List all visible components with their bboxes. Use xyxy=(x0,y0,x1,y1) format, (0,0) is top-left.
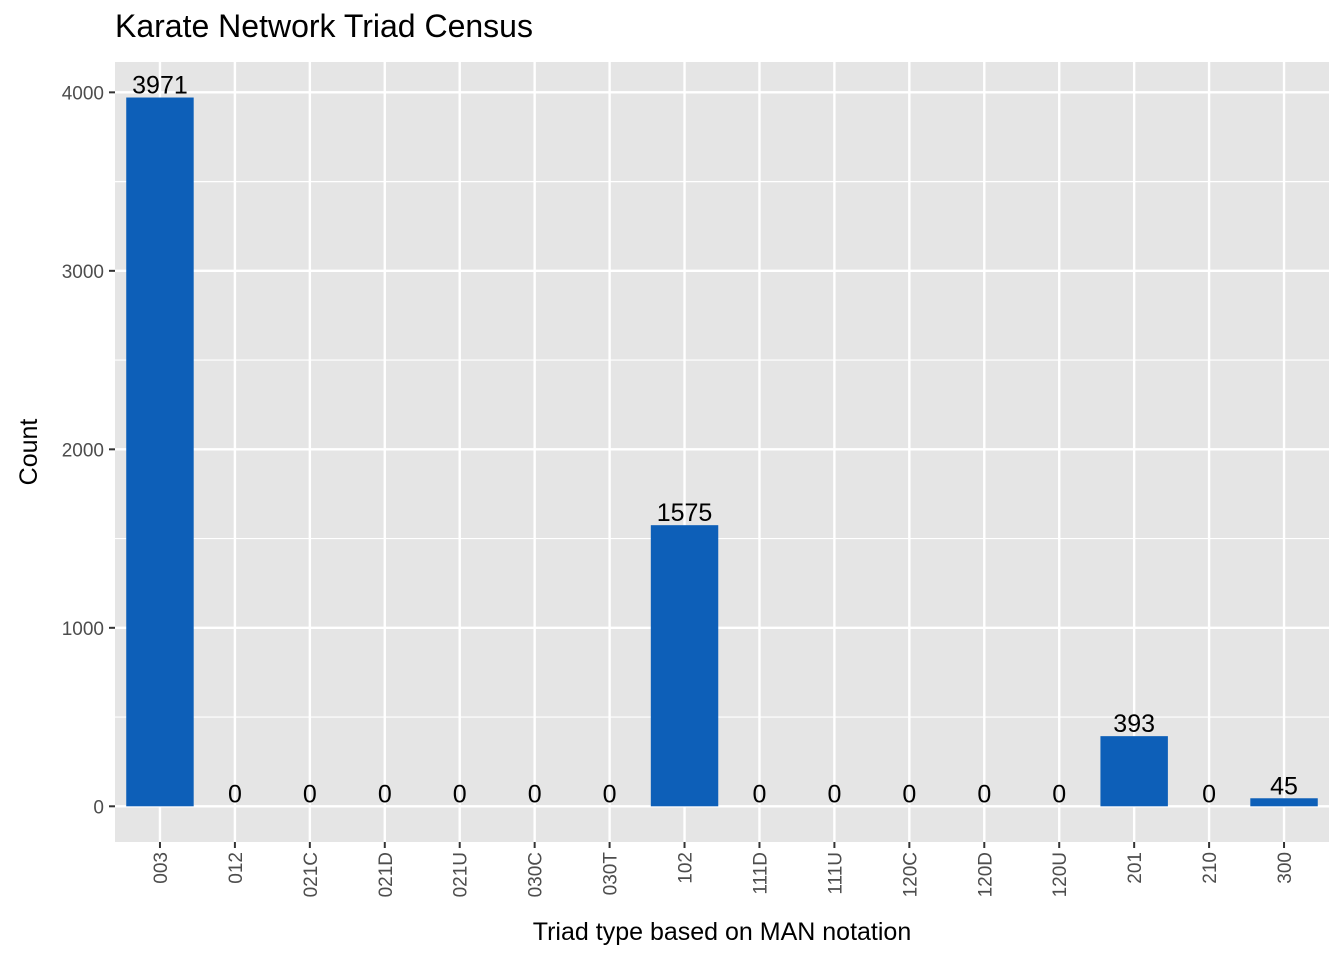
minor-gridlines xyxy=(115,180,1329,718)
y-tick-label: 1000 xyxy=(62,619,104,640)
value-label-030T: 0 xyxy=(603,780,617,808)
value-label-030C: 0 xyxy=(528,780,542,808)
x-tick-label: 021C xyxy=(301,852,322,897)
value-label-201: 393 xyxy=(1113,710,1155,738)
x-tick-label: 030C xyxy=(526,852,547,897)
x-tick-label: 111D xyxy=(750,852,771,895)
value-labels-group: 3971 0 0 0 0 0 0 1575 0 0 0 0 0 393 0 45 xyxy=(132,72,1298,809)
x-tick-label: 210 xyxy=(1200,852,1221,884)
value-label-021C: 0 xyxy=(303,780,317,808)
value-label-120C: 0 xyxy=(902,780,916,808)
bar-300 xyxy=(1250,798,1318,807)
x-tick-label: 120U xyxy=(1050,852,1071,897)
y-tick-label: 2000 xyxy=(62,440,104,461)
y-tick-label: 3000 xyxy=(62,262,104,283)
bars-group xyxy=(126,97,1318,807)
value-label-021D: 0 xyxy=(378,780,392,808)
plot-panel xyxy=(115,62,1329,842)
x-tick-label: 111U xyxy=(825,852,846,895)
value-label-210: 0 xyxy=(1202,780,1216,808)
value-label-111U: 0 xyxy=(827,780,841,808)
value-label-012: 0 xyxy=(228,780,242,808)
x-axis-title: Triad type based on MAN notation xyxy=(533,918,911,946)
value-label-120D: 0 xyxy=(977,780,991,808)
x-tick-label: 003 xyxy=(151,852,172,884)
x-tick-label: 120C xyxy=(900,852,921,897)
value-label-111D: 0 xyxy=(753,780,767,808)
x-tick-label: 012 xyxy=(226,852,247,884)
y-axis-title: Count xyxy=(15,419,43,486)
value-label-021U: 0 xyxy=(453,780,467,808)
x-axis: 003 012 021C 021D 021U 030C 030T 102 111D 111U 120… xyxy=(151,842,1296,897)
x-tick-label: 030T xyxy=(601,852,622,896)
x-tick-label: 120D xyxy=(975,852,996,897)
value-label-300: 45 xyxy=(1270,772,1298,800)
x-tick-label: 102 xyxy=(676,852,697,884)
value-label-120U: 0 xyxy=(1052,780,1066,808)
chart-title: Karate Network Triad Census xyxy=(115,8,533,44)
bar-102 xyxy=(650,525,719,807)
value-label-003: 3971 xyxy=(132,72,188,100)
x-tick-label: 300 xyxy=(1275,852,1296,884)
bar-201 xyxy=(1100,736,1168,807)
y-tick-label: 4000 xyxy=(62,83,104,104)
x-tick-label: 201 xyxy=(1125,852,1146,884)
y-tick-label: 0 xyxy=(93,797,104,818)
x-tick-label: 021D xyxy=(376,852,397,897)
y-axis: 0 1000 2000 3000 4000 xyxy=(62,83,115,818)
value-label-102: 1575 xyxy=(657,499,713,527)
x-tick-label: 021U xyxy=(451,852,472,897)
bar-003 xyxy=(126,97,194,807)
